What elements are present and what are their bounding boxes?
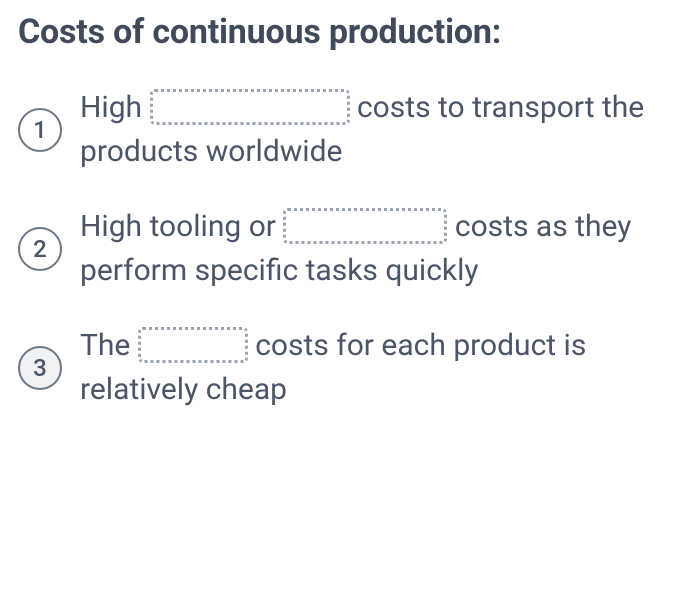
fill-blank-input[interactable]	[150, 89, 350, 125]
item-text: High tooling or costs as they perform sp…	[80, 205, 659, 292]
item-number-badge: 1	[18, 108, 62, 152]
page-title: Costs of continuous production:	[18, 12, 659, 52]
item-number-badge: 3	[18, 346, 62, 390]
text-segment: costs to	[350, 90, 465, 125]
fill-blank-input[interactable]	[138, 327, 248, 363]
list-item: 3 The costs for each product is relative…	[18, 324, 659, 411]
fill-blank-input[interactable]	[283, 208, 447, 244]
items-list: 1 High costs to transport the products w…	[18, 86, 659, 411]
item-text: The costs for each product is relatively…	[80, 324, 659, 411]
item-text: High costs to transport the products wor…	[80, 86, 659, 173]
text-segment: High tooling or	[80, 209, 283, 244]
item-number-badge: 2	[18, 227, 62, 271]
text-segment: costs for each	[248, 328, 446, 363]
list-item: 1 High costs to transport the products w…	[18, 86, 659, 173]
text-segment: High	[80, 90, 150, 125]
list-item: 2 High tooling or costs as they perform …	[18, 205, 659, 292]
text-segment: The	[80, 328, 138, 363]
text-segment: costs	[447, 209, 528, 244]
